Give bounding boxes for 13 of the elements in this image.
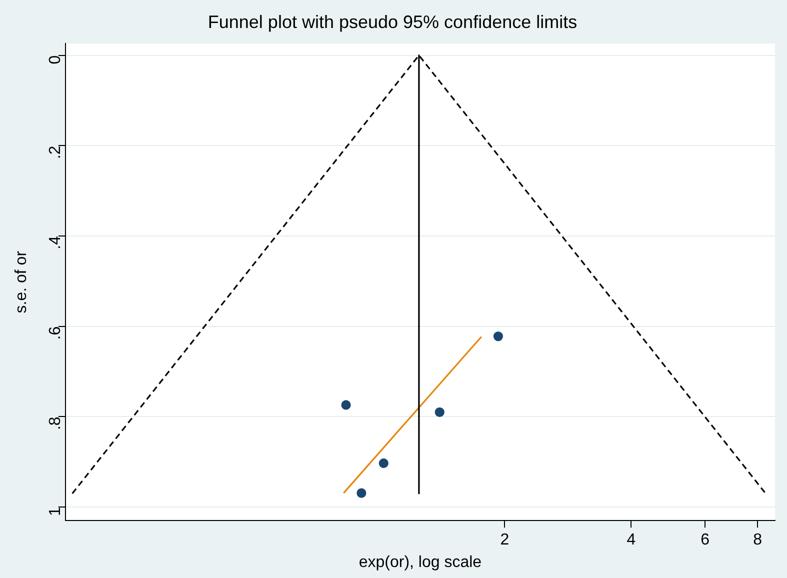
x-axis-title: exp(or), log scale [358,554,482,571]
y-tick-label: .2 [46,146,64,160]
y-tick-label: 0 [46,55,64,64]
y-tick-label: .4 [46,236,64,250]
x-tick-label: 6 [700,532,710,549]
x-tick-label: 8 [753,532,762,549]
chart-title: Funnel plot with pseudo 95% confidence limits [208,12,578,32]
x-tick-label: 4 [626,532,636,549]
x-tick-label: 2 [500,532,510,549]
y-tick-label: .8 [46,416,64,430]
y-tick-label: 1 [46,506,64,516]
y-axis-title: s.e. of or [13,250,30,314]
y-tick-label: .6 [46,326,64,340]
